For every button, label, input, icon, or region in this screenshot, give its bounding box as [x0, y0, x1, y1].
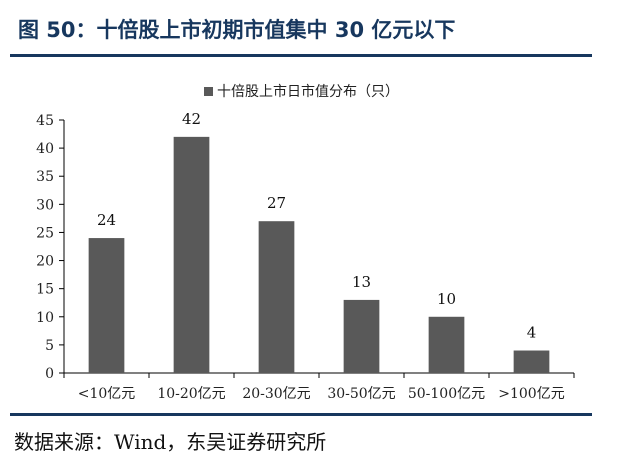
bar-chart: 十倍股上市日市值分布（只）05101520253035404524<10亿元42…	[36, 83, 575, 402]
bar	[513, 350, 550, 373]
figure-title: 图 50：十倍股上市初期市值集中 30 亿元以下	[18, 18, 456, 42]
y-tick-label: 0	[45, 366, 54, 382]
y-tick-label: 15	[36, 282, 54, 298]
data-label: 24	[97, 211, 116, 229]
bar	[173, 136, 210, 373]
bottom-rule	[10, 413, 592, 416]
data-label: 4	[527, 324, 537, 342]
data-label: 13	[352, 273, 371, 291]
bar	[88, 238, 125, 373]
bar	[258, 221, 295, 373]
x-tick-label: 50-100亿元	[408, 386, 485, 402]
data-label: 27	[267, 194, 286, 212]
y-tick-label: 5	[45, 338, 54, 354]
y-tick-label: 10	[36, 310, 54, 326]
y-tick-label: 20	[36, 254, 54, 270]
y-tick-label: 35	[36, 169, 54, 185]
x-tick-label: 20-30亿元	[242, 386, 310, 402]
data-label: 10	[437, 290, 456, 308]
data-label: 42	[182, 110, 201, 128]
title-rule	[10, 54, 592, 57]
bar	[428, 316, 465, 373]
data-source: 数据来源：Wind，东吴证券研究所	[14, 430, 327, 454]
x-tick-label: 30-50亿元	[327, 386, 395, 402]
y-tick-label: 40	[36, 141, 54, 157]
legend-label: 十倍股上市日市值分布（只）	[217, 83, 399, 100]
legend-swatch	[204, 87, 213, 96]
bar	[343, 299, 380, 373]
x-tick-label: <10亿元	[78, 386, 136, 402]
y-tick-label: 25	[36, 225, 54, 241]
y-tick-label: 30	[36, 197, 54, 213]
x-tick-label: 10-20亿元	[157, 386, 225, 402]
x-tick-label: >100亿元	[498, 386, 564, 402]
y-tick-label: 45	[36, 113, 54, 129]
